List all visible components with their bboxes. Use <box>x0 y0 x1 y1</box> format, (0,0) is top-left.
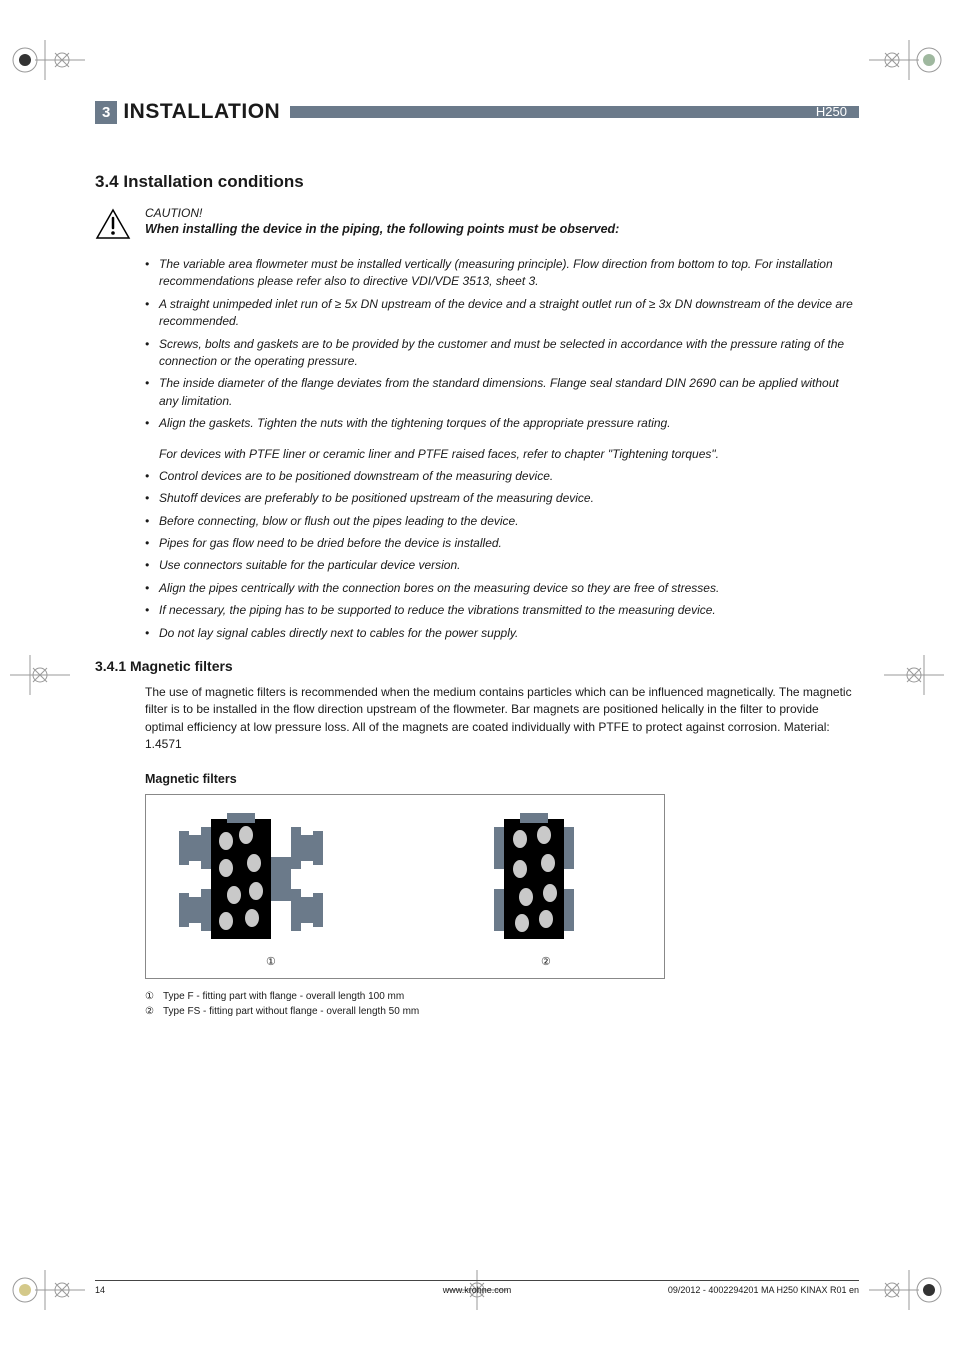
bullet-item: Align the gaskets. Tighten the nuts with… <box>145 415 859 432</box>
figure-callout-2: ② <box>541 955 551 968</box>
figure-box: ① ② <box>145 794 665 979</box>
figure-legend: ①Type F - fitting part with flange - ove… <box>145 989 859 1019</box>
bullet-list-a: The variable area flowmeter must be inst… <box>145 256 859 433</box>
bullet-item: The variable area flowmeter must be inst… <box>145 256 859 291</box>
section-title: INSTALLATION <box>123 100 280 124</box>
legend-num: ① <box>145 989 163 1004</box>
doc-code: H250 <box>804 106 859 118</box>
caution-label: CAUTION! <box>145 206 859 220</box>
filter-type-f-illustration <box>174 813 344 953</box>
bullet-item: The inside diameter of the flange deviat… <box>145 375 859 410</box>
header-line <box>290 106 804 118</box>
caution-subtitle: When installing the device in the piping… <box>145 222 859 236</box>
bullet-item: If necessary, the piping has to be suppo… <box>145 602 859 619</box>
bullet-item: Do not lay signal cables directly next t… <box>145 625 859 642</box>
bullet-list-b: Control devices are to be positioned dow… <box>145 468 859 642</box>
legend-row: ①Type F - fitting part with flange - ove… <box>145 989 859 1004</box>
page: 3 INSTALLATION H250 3.4 Installation con… <box>0 0 954 1350</box>
caution-icon <box>95 206 145 248</box>
section-number-box: 3 <box>95 101 117 124</box>
bullet-item: A straight unimpeded inlet run of ≥ 5x D… <box>145 296 859 331</box>
sub-indent-note: For devices with PTFE liner or ceramic l… <box>159 446 859 463</box>
figure-callout-1: ① <box>266 955 276 968</box>
subsubsection-heading: 3.4.1 Magnetic filters <box>95 658 859 674</box>
legend-num: ② <box>145 1004 163 1019</box>
bullet-item: Pipes for gas flow need to be dried befo… <box>145 535 859 552</box>
legend-text: Type F - fitting part with flange - over… <box>163 989 404 1004</box>
legend-row: ②Type FS - fitting part without flange -… <box>145 1004 859 1019</box>
bullet-item: Shutoff devices are preferably to be pos… <box>145 490 859 507</box>
subsection-heading: 3.4 Installation conditions <box>95 172 859 192</box>
legend-text: Type FS - fitting part without flange - … <box>163 1004 419 1019</box>
figure-heading: Magnetic filters <box>145 772 859 786</box>
bullet-item: Before connecting, blow or flush out the… <box>145 513 859 530</box>
header-bar: 3 INSTALLATION H250 <box>95 100 859 124</box>
body-paragraph: The use of magnetic filters is recommend… <box>145 684 859 754</box>
footer-center: www.krohne.com <box>95 1285 859 1295</box>
filter-type-fs-illustration <box>486 813 596 953</box>
page-footer: 14 www.krohne.com 09/2012 - 4002294201 M… <box>95 1280 859 1295</box>
bullet-item: Align the pipes centrically with the con… <box>145 580 859 597</box>
caution-block: CAUTION! When installing the device in t… <box>95 206 859 248</box>
bullet-item: Control devices are to be positioned dow… <box>145 468 859 485</box>
bullet-item: Screws, bolts and gaskets are to be prov… <box>145 336 859 371</box>
bullet-item: Use connectors suitable for the particul… <box>145 557 859 574</box>
